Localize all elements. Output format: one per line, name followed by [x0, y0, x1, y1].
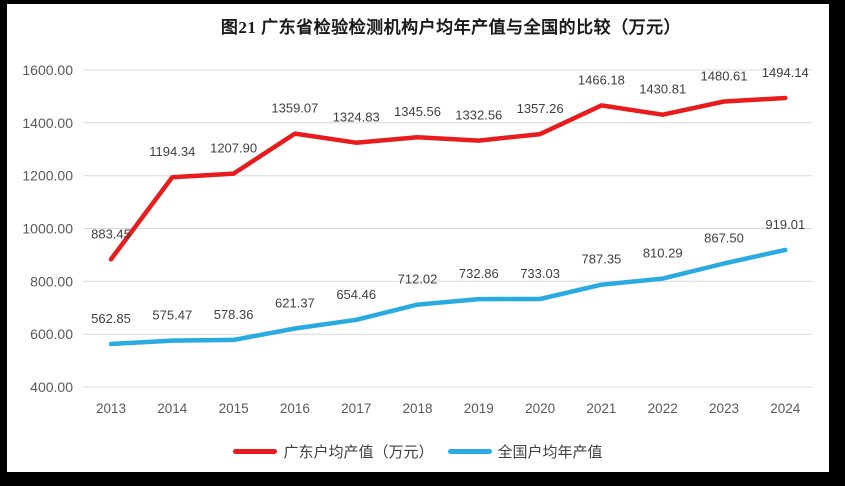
national-data-label: 575.47	[152, 308, 192, 323]
y-axis-tick-label: 1200.00	[22, 168, 73, 184]
x-axis-tick-label: 2015	[219, 401, 249, 416]
x-axis-tick-label: 2016	[280, 401, 310, 416]
guangdong-data-label: 1207.90	[210, 141, 257, 156]
legend-item-national: 全国户均年产值	[447, 441, 603, 462]
guangdong-data-label: 1494.14	[762, 65, 809, 80]
x-axis-tick-label: 2022	[648, 401, 678, 416]
y-axis-tick-label: 600.00	[30, 326, 73, 342]
y-axis-tick-label: 1400.00	[22, 115, 73, 131]
y-axis-tick-label: 400.00	[30, 379, 73, 395]
national-data-label: 867.50	[704, 231, 744, 246]
y-axis-tick-label: 800.00	[30, 273, 73, 289]
guangdong-data-label: 1194.34	[149, 144, 195, 159]
national-data-label: 810.29	[643, 246, 683, 261]
national-data-label: 712.02	[398, 272, 438, 287]
national-data-label: 787.35	[582, 252, 622, 267]
legend-label-guangdong: 广东户均产值（万元）	[283, 443, 434, 461]
x-axis-tick-label: 2013	[96, 401, 126, 416]
guangdong-data-label: 1332.56	[455, 108, 502, 123]
chart-area: 图21 广东省检验检测机构户均年产值与全国的比较（万元） 400.00 600.0…	[7, 4, 829, 472]
x-axis-tick-label: 2014	[157, 401, 188, 416]
guangdong-series-line	[108, 95, 788, 262]
chart-title: 图21 广东省检验检测机构户均年产值与全国的比较（万元）	[220, 18, 682, 37]
national-data-label: 621.37	[275, 296, 315, 311]
national-series-line	[108, 247, 788, 347]
guangdong-data-label: 1430.81	[639, 82, 686, 97]
guangdong-data-label: 1359.07	[271, 101, 318, 116]
blue-line-swatch	[447, 448, 492, 454]
national-data-label: 732.86	[459, 266, 499, 281]
red-line-swatch	[233, 448, 278, 454]
x-axis-tick-label: 2021	[586, 401, 616, 416]
legend-item-guangdong: 广东户均产值（万元）	[233, 441, 434, 462]
national-data-label: 654.46	[336, 287, 376, 302]
guangdong-data-label: 1466.18	[578, 72, 625, 87]
x-axis-tick-label: 2020	[525, 401, 555, 416]
line-chart: 400.00 600.00 800.00 1000.00 1200.00 1400.00 1…	[22, 62, 812, 416]
x-axis-tick-label: 2019	[464, 401, 494, 416]
guangdong-data-label: 1357.26	[517, 101, 564, 116]
national-data-label: 562.85	[91, 311, 131, 326]
x-axis-tick-label: 2017	[341, 401, 371, 416]
legend: 广东户均产值（万元） 全国户均年产值	[7, 440, 829, 462]
y-axis-tick-label: 1000.00	[22, 221, 73, 237]
legend-label-national: 全国户均年产值	[497, 443, 603, 461]
guangdong-data-label: 1480.61	[701, 69, 748, 84]
guangdong-data-label: 1324.83	[333, 110, 380, 125]
y-axis-tick-label: 1600.00	[22, 62, 73, 78]
x-axis-tick-label: 2018	[402, 401, 432, 416]
guangdong-data-label: 1345.56	[394, 104, 441, 119]
x-axis-tick-label: 2023	[709, 401, 739, 416]
national-data-label: 733.03	[520, 266, 560, 281]
x-axis-tick-label: 2024	[770, 401, 801, 416]
national-data-label: 578.36	[214, 307, 254, 322]
guangdong-data-label: 883.45	[91, 226, 131, 241]
national-data-label: 919.01	[765, 217, 805, 232]
